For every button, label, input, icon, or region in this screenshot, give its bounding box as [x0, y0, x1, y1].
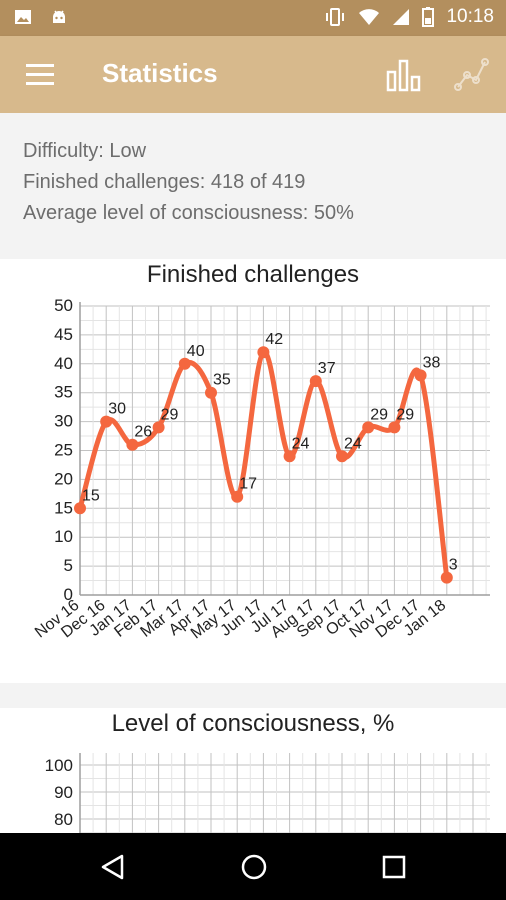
data-label: 30	[108, 401, 126, 418]
data-point	[205, 386, 217, 399]
consciousness-card: Level of consciousness, % 80 90 100	[0, 708, 506, 900]
y-tick-label: 30	[54, 412, 73, 431]
data-label: 40	[187, 343, 205, 360]
y-tick-label: 10	[54, 527, 73, 546]
android-icon	[53, 10, 65, 23]
data-point	[283, 450, 296, 463]
y-tick-label: 20	[54, 469, 73, 488]
data-point	[257, 346, 270, 359]
data-label: 17	[239, 476, 257, 493]
data-label: 42	[265, 331, 283, 348]
data-label: 29	[370, 406, 388, 423]
finished-challenges-card: Finished challenges 0 5 10 15 20 25 30 35 40 45 50…	[0, 259, 506, 683]
signal-icon	[393, 9, 410, 25]
line-chart-icon[interactable]	[454, 56, 490, 92]
data-point	[231, 490, 244, 503]
recents-icon[interactable]	[382, 855, 406, 879]
chart-title-finished: Finished challenges	[146, 261, 360, 288]
data-point	[414, 369, 427, 382]
bar-chart-icon[interactable]	[386, 58, 422, 92]
summary-panel: Difficulty: Low Finished challenges: 418…	[0, 113, 506, 259]
data-label: 37	[318, 360, 336, 377]
home-icon[interactable]	[240, 853, 268, 881]
vibrate-icon	[326, 8, 345, 26]
data-point	[152, 421, 165, 434]
hamburger-menu-icon[interactable]	[26, 64, 54, 86]
status-bar: 10:18	[0, 0, 506, 36]
chart-title-consciousness: Level of consciousness, %	[111, 710, 395, 737]
data-point	[336, 450, 348, 463]
y-tick-label: 50	[54, 296, 73, 315]
wifi-icon	[359, 9, 380, 25]
average-consciousness-text: Average level of consciousness: 50%	[23, 202, 354, 224]
data-point	[362, 421, 375, 434]
y-tick-label: 15	[54, 498, 73, 517]
y-tick-label: 45	[54, 325, 73, 344]
back-icon[interactable]	[100, 853, 126, 881]
data-label: 35	[213, 372, 231, 389]
data-point	[74, 502, 86, 515]
data-point	[178, 357, 191, 370]
app-toolbar: Statistics	[0, 36, 506, 113]
data-label: 24	[344, 435, 362, 452]
data-label: 29	[396, 406, 414, 423]
data-point	[309, 375, 322, 388]
y-tick-label: 100	[45, 756, 73, 775]
y-tick-label: 40	[54, 354, 73, 373]
data-label: 15	[82, 487, 100, 504]
data-label: 29	[161, 406, 179, 423]
data-point	[440, 571, 453, 584]
data-point	[100, 415, 113, 428]
y-tick-label: 0	[64, 585, 73, 604]
y-tick-label: 25	[54, 441, 73, 460]
data-point	[126, 438, 139, 451]
difficulty-text: Difficulty: Low	[23, 140, 147, 162]
y-tick-label: 35	[54, 383, 73, 402]
finished-challenges-text: Finished challenges: 418 of 419	[23, 171, 306, 193]
y-tick-label: 80	[54, 810, 73, 829]
image-icon	[15, 10, 31, 24]
data-label: 24	[292, 435, 310, 452]
data-label: 38	[423, 354, 441, 371]
data-label: 3	[449, 557, 458, 574]
page-title: Statistics	[102, 58, 218, 88]
y-tick-label: 90	[54, 783, 73, 802]
data-point	[388, 421, 401, 434]
navigation-bar	[0, 833, 506, 900]
y-tick-label: 5	[64, 556, 73, 575]
status-time: 10:18	[446, 6, 494, 27]
data-label: 26	[134, 424, 152, 441]
battery-icon	[422, 7, 435, 27]
